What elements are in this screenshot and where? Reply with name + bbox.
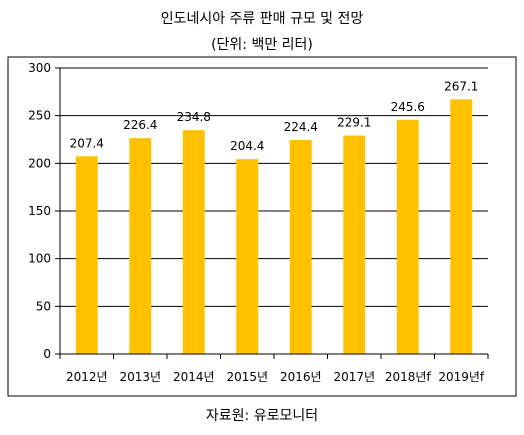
bar [396, 119, 419, 355]
value-label: 204.4 [230, 139, 264, 153]
bar-chart: 207.4 226.4 234.8 204.4 224.4 229.1 245.6 267.1… [7, 56, 517, 397]
y-tick-label: 100 [28, 252, 51, 266]
x-tick-label: 2017년 [333, 370, 375, 384]
bar [450, 99, 473, 354]
value-label: 226.4 [123, 118, 157, 132]
bar [236, 159, 259, 354]
bar [289, 140, 312, 354]
value-label: 234.8 [177, 110, 211, 124]
source-note: 자료원: 유로모니터 [205, 408, 319, 424]
bars [75, 99, 473, 355]
y-tick-label: 150 [28, 204, 51, 218]
y-tick-label: 200 [28, 156, 51, 170]
x-tick-label: 2014년 [173, 370, 215, 384]
x-tick-label: 2019년f [438, 370, 485, 384]
y-tick-label: 0 [43, 347, 51, 361]
axes [55, 67, 489, 359]
value-label: 229.1 [337, 116, 371, 130]
y-tick-label: 250 [28, 109, 51, 123]
chart-title: 인도네시아 주류 판매 규모 및 전망 [160, 11, 364, 27]
bar [343, 135, 366, 354]
x-tick-labels: 2012년 2013년 2014년 2015년 2016년 2017년 2018년f 2019… [66, 370, 485, 384]
x-tick-label: 2012년 [66, 370, 108, 384]
value-label: 245.6 [391, 100, 425, 114]
x-tick-label: 2013년 [119, 370, 161, 384]
y-tick-label: 50 [36, 299, 51, 313]
y-tick-labels: 0 50 100 150 200 250 300 [28, 61, 51, 361]
x-tick-label: 2018년f [385, 370, 432, 384]
bar [182, 130, 205, 354]
chart-frame [7, 56, 517, 397]
value-label: 224.4 [284, 120, 318, 134]
value-labels: 207.4 226.4 234.8 204.4 224.4 229.1 245.6 267.1 [70, 79, 479, 153]
bar [75, 156, 98, 354]
value-label: 267.1 [444, 79, 478, 93]
bar [129, 138, 152, 354]
chart-subtitle: (단위: 백만 리터) [211, 37, 313, 53]
x-tick-label: 2016년 [280, 370, 322, 384]
y-tick-label: 300 [28, 61, 51, 75]
x-tick-label: 2015년 [226, 370, 268, 384]
value-label: 207.4 [70, 136, 104, 150]
